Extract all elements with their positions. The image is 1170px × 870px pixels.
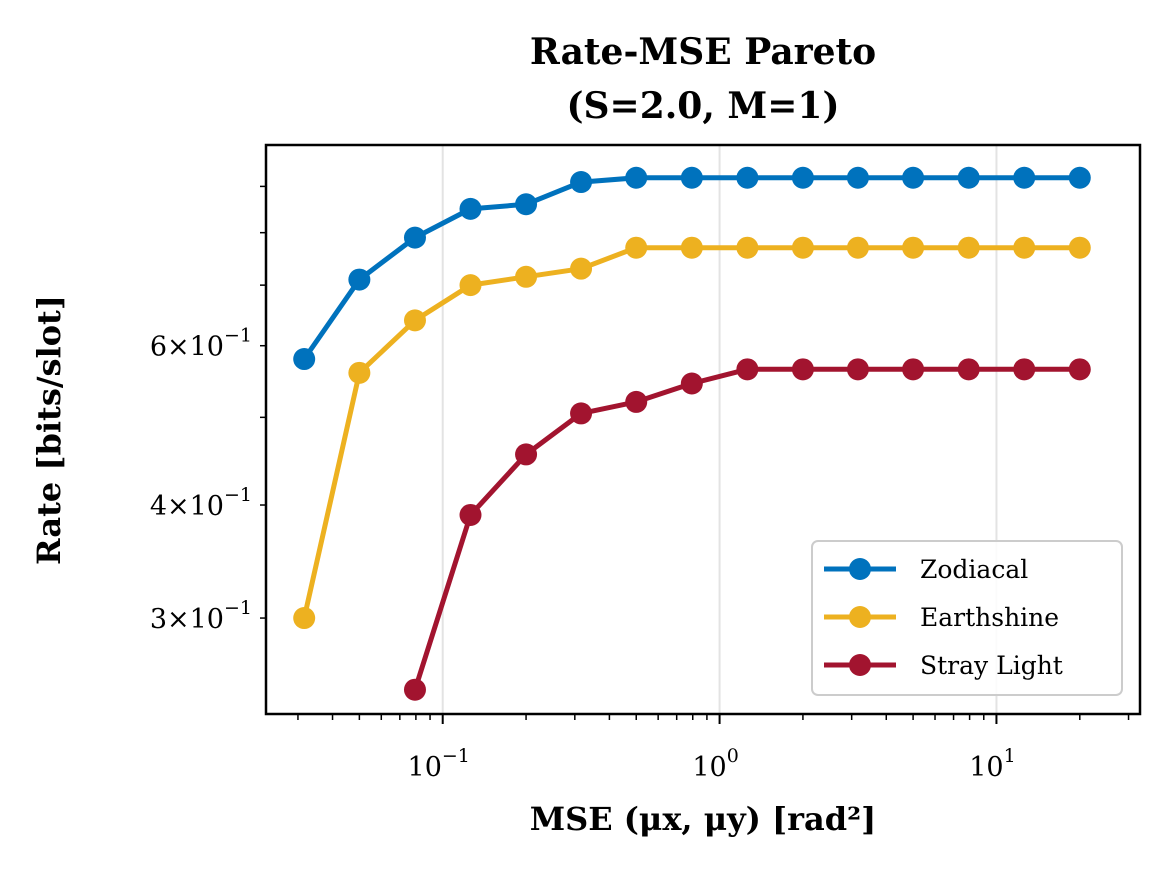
series-zodiacal: [293, 166, 1091, 371]
data-point: [902, 166, 925, 189]
y-axis: 3×10−1 4×10−1 6×10−1: [150, 185, 266, 635]
legend-box: [811, 540, 1123, 696]
data-point: [736, 236, 759, 259]
data-point: [1068, 166, 1091, 189]
data-point: [957, 166, 980, 189]
legend-marker: [849, 606, 871, 628]
data-point: [957, 236, 980, 259]
data-point: [791, 236, 814, 259]
data-point: [1013, 236, 1036, 259]
x-axis-label: MSE (μx, μy) [rad²]: [530, 800, 877, 838]
data-point: [459, 274, 482, 297]
x-tick-label-1: 100: [692, 745, 738, 783]
data-point: [348, 361, 371, 384]
legend: Zodiacal Earthshine Stray Light: [811, 540, 1123, 696]
data-point: [293, 607, 316, 630]
data-point: [403, 309, 426, 332]
data-point: [680, 372, 703, 395]
series-layer: [293, 166, 1091, 701]
data-point: [625, 236, 648, 259]
data-point: [515, 443, 538, 466]
data-point: [625, 166, 648, 189]
legend-label: Zodiacal: [920, 555, 1028, 584]
data-point: [1013, 166, 1036, 189]
data-point: [1068, 358, 1091, 381]
data-point: [791, 166, 814, 189]
data-point: [791, 358, 814, 381]
chart-title-line-2: (S=2.0, M=1): [567, 85, 840, 127]
x-tick-label-2: 101: [969, 745, 1015, 783]
data-point: [1013, 358, 1036, 381]
x-tick-label-0: 10−1: [408, 745, 470, 783]
data-point: [736, 358, 759, 381]
chart-title-line-1: Rate-MSE Pareto: [530, 31, 876, 73]
data-point: [348, 268, 371, 291]
plot-frame: [264, 143, 1142, 716]
data-point: [293, 348, 316, 371]
data-point: [403, 678, 426, 701]
x-axis: 10−1 100 101: [297, 714, 1130, 783]
data-point: [459, 197, 482, 220]
data-point: [1068, 236, 1091, 259]
legend-label: Stray Light: [920, 651, 1063, 680]
data-point: [403, 226, 426, 249]
data-point: [902, 358, 925, 381]
data-point: [625, 390, 648, 413]
y-tick-label-2: 6×10−1: [150, 325, 252, 363]
data-point: [570, 402, 593, 425]
series-line: [302, 175, 1080, 361]
series-stray-light: [403, 358, 1091, 701]
data-point: [680, 236, 703, 259]
series-earthshine: [293, 236, 1091, 630]
data-point: [680, 166, 703, 189]
y-axis-label: Rate [bits/slot]: [30, 295, 68, 565]
data-point: [570, 257, 593, 280]
data-point: [570, 171, 593, 194]
y-tick-label-1: 4×10−1: [150, 484, 252, 522]
data-point: [736, 166, 759, 189]
data-point: [846, 358, 869, 381]
legend-marker: [849, 558, 871, 580]
data-point: [846, 166, 869, 189]
legend-marker: [849, 654, 871, 676]
data-point: [459, 503, 482, 526]
legend-label: Earthshine: [920, 603, 1059, 632]
data-point: [957, 358, 980, 381]
data-point: [902, 236, 925, 259]
data-point: [846, 236, 869, 259]
y-tick-label-0: 3×10−1: [150, 597, 252, 635]
data-point: [515, 193, 538, 216]
data-point: [515, 265, 538, 288]
